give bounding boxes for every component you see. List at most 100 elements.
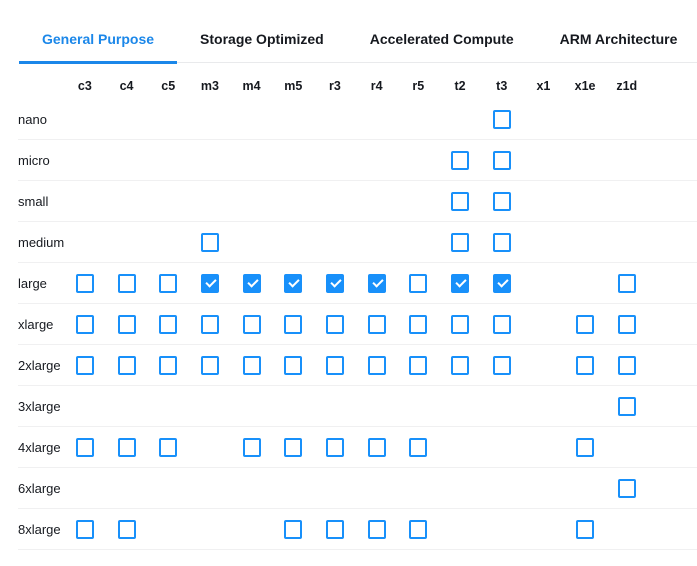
checkbox-xlarge-c3[interactable]	[75, 314, 94, 334]
tab-storage-optimized-label: Storage Optimized	[200, 31, 324, 47]
cell-4xlarge-m4	[231, 437, 273, 457]
cell-micro-t3	[481, 150, 523, 170]
checkbox-4xlarge-m5[interactable]	[284, 437, 303, 457]
row-label-2xlarge: 2xlarge	[18, 357, 61, 373]
checkbox-4xlarge-c4[interactable]	[117, 437, 136, 457]
checkbox-2xlarge-m4[interactable]	[242, 355, 261, 375]
checkbox-8xlarge-c3[interactable]	[75, 519, 94, 539]
checkbox-micro-t2[interactable]	[451, 150, 470, 170]
checkbox-xlarge-t3[interactable]	[492, 314, 511, 334]
checkbox-medium-t3[interactable]	[492, 232, 511, 252]
cell-6xlarge-z1d	[606, 478, 648, 498]
cell-large-c5	[147, 273, 189, 293]
checkbox-large-r4[interactable]	[367, 273, 386, 293]
checkbox-8xlarge-r5[interactable]	[409, 519, 428, 539]
column-header-m4: m4	[242, 79, 261, 93]
table-row-4xlarge: 4xlarge	[18, 427, 697, 468]
cell-xlarge-m4	[231, 314, 273, 334]
checkbox-2xlarge-c3[interactable]	[75, 355, 94, 375]
column-header-c4: c4	[119, 79, 134, 93]
cell-large-m4	[231, 273, 273, 293]
row-label-medium: medium	[18, 234, 65, 250]
cell-2xlarge-c3	[64, 355, 106, 375]
checkbox-xlarge-x1e[interactable]	[576, 314, 595, 334]
checkbox-large-c4[interactable]	[117, 273, 136, 293]
checkbox-4xlarge-r4[interactable]	[367, 437, 386, 457]
cell-xlarge-c5	[147, 314, 189, 334]
checkbox-large-c3[interactable]	[75, 273, 94, 293]
checkbox-2xlarge-x1e[interactable]	[576, 355, 595, 375]
checkbox-4xlarge-r3[interactable]	[325, 437, 344, 457]
checkbox-large-m5[interactable]	[284, 273, 303, 293]
checkbox-2xlarge-m5[interactable]	[284, 355, 303, 375]
checkbox-micro-t3[interactable]	[492, 150, 511, 170]
cell-4xlarge-r5	[398, 437, 440, 457]
checkbox-xlarge-t2[interactable]	[451, 314, 470, 334]
checkbox-3xlarge-z1d[interactable]	[617, 396, 636, 416]
cell-xlarge-c3	[64, 314, 106, 334]
checkbox-2xlarge-z1d[interactable]	[617, 355, 636, 375]
checkbox-xlarge-m5[interactable]	[284, 314, 303, 334]
checkbox-large-m3[interactable]	[200, 273, 219, 293]
checkbox-xlarge-m3[interactable]	[200, 314, 219, 334]
checkbox-xlarge-r3[interactable]	[325, 314, 344, 334]
checkbox-4xlarge-c5[interactable]	[159, 437, 178, 457]
checkbox-8xlarge-c4[interactable]	[117, 519, 136, 539]
table-row-3xlarge: 3xlarge	[18, 386, 697, 427]
checkbox-xlarge-z1d[interactable]	[617, 314, 636, 334]
checkbox-large-z1d[interactable]	[617, 273, 636, 293]
tab-general-purpose[interactable]: General Purpose	[19, 20, 178, 64]
checkbox-xlarge-m4[interactable]	[242, 314, 261, 334]
checkbox-8xlarge-r3[interactable]	[325, 519, 344, 539]
row-label-nano: nano	[18, 111, 47, 127]
checkbox-large-m4[interactable]	[242, 273, 261, 293]
checkbox-nano-t3[interactable]	[492, 109, 511, 129]
checkbox-8xlarge-m5[interactable]	[284, 519, 303, 539]
column-header-t3: t3	[496, 79, 508, 93]
cell-4xlarge-m5	[272, 437, 314, 457]
checkbox-large-r3[interactable]	[325, 273, 344, 293]
checkbox-2xlarge-m3[interactable]	[200, 355, 219, 375]
cell-small-t2	[439, 191, 481, 211]
checkbox-large-r5[interactable]	[409, 273, 428, 293]
checkbox-4xlarge-x1e[interactable]	[576, 437, 595, 457]
checkbox-medium-t2[interactable]	[451, 232, 470, 252]
cell-2xlarge-m4	[231, 355, 273, 375]
checkbox-4xlarge-c3[interactable]	[75, 437, 94, 457]
checkbox-6xlarge-z1d[interactable]	[617, 478, 636, 498]
checkbox-2xlarge-c5[interactable]	[159, 355, 178, 375]
tab-arm-architecture[interactable]: ARM Architecture	[537, 20, 697, 62]
checkbox-large-c5[interactable]	[159, 273, 178, 293]
table-row-medium: medium	[18, 222, 697, 263]
column-header-x1e: x1e	[574, 79, 596, 93]
cell-xlarge-r4	[356, 314, 398, 334]
row-label-small: small	[18, 193, 49, 209]
cell-small-t3	[481, 191, 523, 211]
cell-xlarge-r5	[398, 314, 440, 334]
checkbox-xlarge-c4[interactable]	[117, 314, 136, 334]
checkbox-8xlarge-x1e[interactable]	[576, 519, 595, 539]
checkbox-2xlarge-r5[interactable]	[409, 355, 428, 375]
checkbox-small-t3[interactable]	[492, 191, 511, 211]
tab-accelerated-compute[interactable]: Accelerated Compute	[347, 20, 537, 62]
checkbox-2xlarge-t3[interactable]	[492, 355, 511, 375]
row-label-large: large	[18, 275, 47, 291]
checkbox-small-t2[interactable]	[451, 191, 470, 211]
cell-2xlarge-z1d	[606, 355, 648, 375]
checkbox-large-t3[interactable]	[492, 273, 511, 293]
checkbox-xlarge-r4[interactable]	[367, 314, 386, 334]
cell-3xlarge-z1d	[606, 396, 648, 416]
checkbox-8xlarge-r4[interactable]	[367, 519, 386, 539]
checkbox-2xlarge-t2[interactable]	[451, 355, 470, 375]
checkbox-medium-m3[interactable]	[200, 232, 219, 252]
checkbox-large-t2[interactable]	[451, 273, 470, 293]
checkbox-xlarge-r5[interactable]	[409, 314, 428, 334]
checkbox-4xlarge-m4[interactable]	[242, 437, 261, 457]
checkbox-2xlarge-r4[interactable]	[367, 355, 386, 375]
checkbox-2xlarge-r3[interactable]	[325, 355, 344, 375]
checkbox-xlarge-c5[interactable]	[159, 314, 178, 334]
checkbox-2xlarge-c4[interactable]	[117, 355, 136, 375]
column-header-r3: r3	[329, 79, 341, 93]
checkbox-4xlarge-r5[interactable]	[409, 437, 428, 457]
tab-storage-optimized[interactable]: Storage Optimized	[177, 20, 347, 62]
